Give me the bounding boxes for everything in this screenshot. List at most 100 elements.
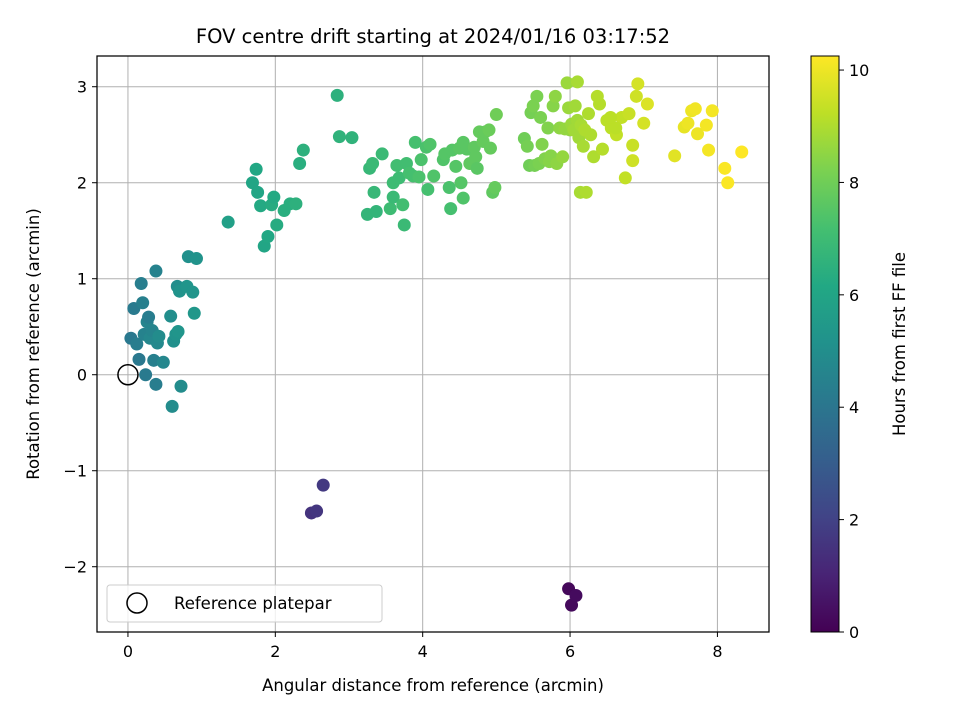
data-point	[261, 229, 275, 243]
data-point	[593, 97, 607, 111]
data-point	[189, 252, 203, 266]
data-point	[449, 159, 463, 173]
x-axis-label: Angular distance from reference (arcmin)	[262, 676, 604, 695]
data-point	[139, 368, 153, 382]
data-point	[367, 185, 381, 199]
data-point	[581, 107, 595, 121]
data-point	[345, 131, 359, 145]
data-point	[579, 185, 593, 199]
data-point	[568, 99, 582, 113]
data-point	[156, 355, 170, 369]
data-point	[134, 277, 148, 291]
x-tick-label: 0	[123, 642, 133, 661]
colorbar-label: Hours from first FF file	[890, 252, 909, 436]
data-point	[174, 379, 188, 393]
colorbar-tick-label: 6	[849, 286, 859, 305]
data-point	[681, 116, 695, 130]
colorbar-tick-label: 10	[849, 61, 869, 80]
data-point	[423, 137, 437, 151]
data-point	[618, 171, 632, 185]
data-point	[249, 162, 263, 176]
data-point	[456, 191, 470, 205]
colorbar	[811, 56, 839, 632]
data-point	[622, 107, 636, 121]
data-point	[366, 157, 380, 171]
data-point	[414, 153, 428, 167]
data-point	[386, 190, 400, 204]
legend: Reference platepar	[106, 584, 383, 623]
data-point	[442, 181, 456, 195]
data-point	[427, 169, 441, 183]
data-point	[482, 123, 496, 137]
x-tick-label: 2	[270, 642, 280, 661]
y-tick-label: 1	[77, 270, 87, 289]
chart-title: FOV centre drift starting at 2024/01/16 …	[196, 25, 670, 48]
data-point	[556, 150, 570, 164]
data-point	[688, 102, 702, 116]
data-point	[629, 89, 643, 103]
data-point	[254, 199, 268, 213]
data-point	[132, 352, 146, 366]
data-point	[587, 150, 601, 164]
data-point	[330, 88, 344, 102]
data-point	[530, 89, 544, 103]
data-point	[267, 190, 281, 204]
legend-box	[106, 584, 383, 623]
data-point	[152, 329, 166, 343]
x-tick-label: 8	[712, 642, 722, 661]
data-point	[316, 478, 330, 492]
data-point	[560, 76, 574, 90]
data-point	[483, 141, 497, 155]
data-point	[164, 309, 178, 323]
data-point	[570, 75, 584, 89]
data-point	[548, 89, 562, 103]
data-point	[668, 149, 682, 163]
legend-label-reference: Reference platepar	[174, 594, 332, 613]
data-point	[595, 142, 609, 156]
data-point	[369, 205, 383, 219]
data-point	[310, 504, 324, 518]
y-tick-label: −2	[63, 558, 87, 577]
data-point	[631, 77, 645, 91]
data-point	[187, 306, 201, 320]
data-point	[375, 147, 389, 161]
data-point	[626, 138, 640, 152]
colorbar-tick-label: 0	[849, 623, 859, 642]
data-point	[397, 218, 411, 232]
x-tick-label: 4	[418, 642, 428, 661]
data-points	[117, 75, 749, 612]
data-point	[488, 181, 502, 195]
data-point	[535, 137, 549, 151]
data-point	[721, 176, 735, 190]
data-point	[251, 185, 265, 199]
data-point	[149, 264, 163, 278]
data-point	[489, 108, 503, 122]
data-point	[699, 118, 713, 132]
data-point	[626, 154, 640, 168]
data-point	[444, 202, 458, 216]
data-point	[186, 285, 200, 299]
y-tick-label: 0	[77, 366, 87, 385]
y-axis: −2 −1 0 1 2 3	[63, 78, 97, 577]
data-point	[470, 161, 484, 175]
data-point	[270, 218, 284, 232]
x-axis: 0 2 4 6 8	[123, 632, 723, 661]
data-point	[293, 157, 307, 171]
data-point	[454, 176, 468, 190]
data-point	[289, 197, 303, 211]
data-point	[221, 215, 235, 229]
data-point	[705, 104, 719, 118]
data-point	[412, 170, 426, 184]
data-point	[421, 182, 435, 196]
colorbar-frame	[810, 55, 840, 633]
data-point	[637, 116, 651, 130]
colorbar-axis: 0 2 4 6 8 10	[839, 61, 869, 642]
data-point	[541, 121, 555, 135]
data-point	[408, 135, 422, 149]
data-point	[569, 589, 583, 603]
data-point	[640, 97, 654, 111]
colorbar-tick-label: 2	[849, 511, 859, 530]
x-tick-label: 6	[565, 642, 575, 661]
data-point	[469, 150, 483, 164]
